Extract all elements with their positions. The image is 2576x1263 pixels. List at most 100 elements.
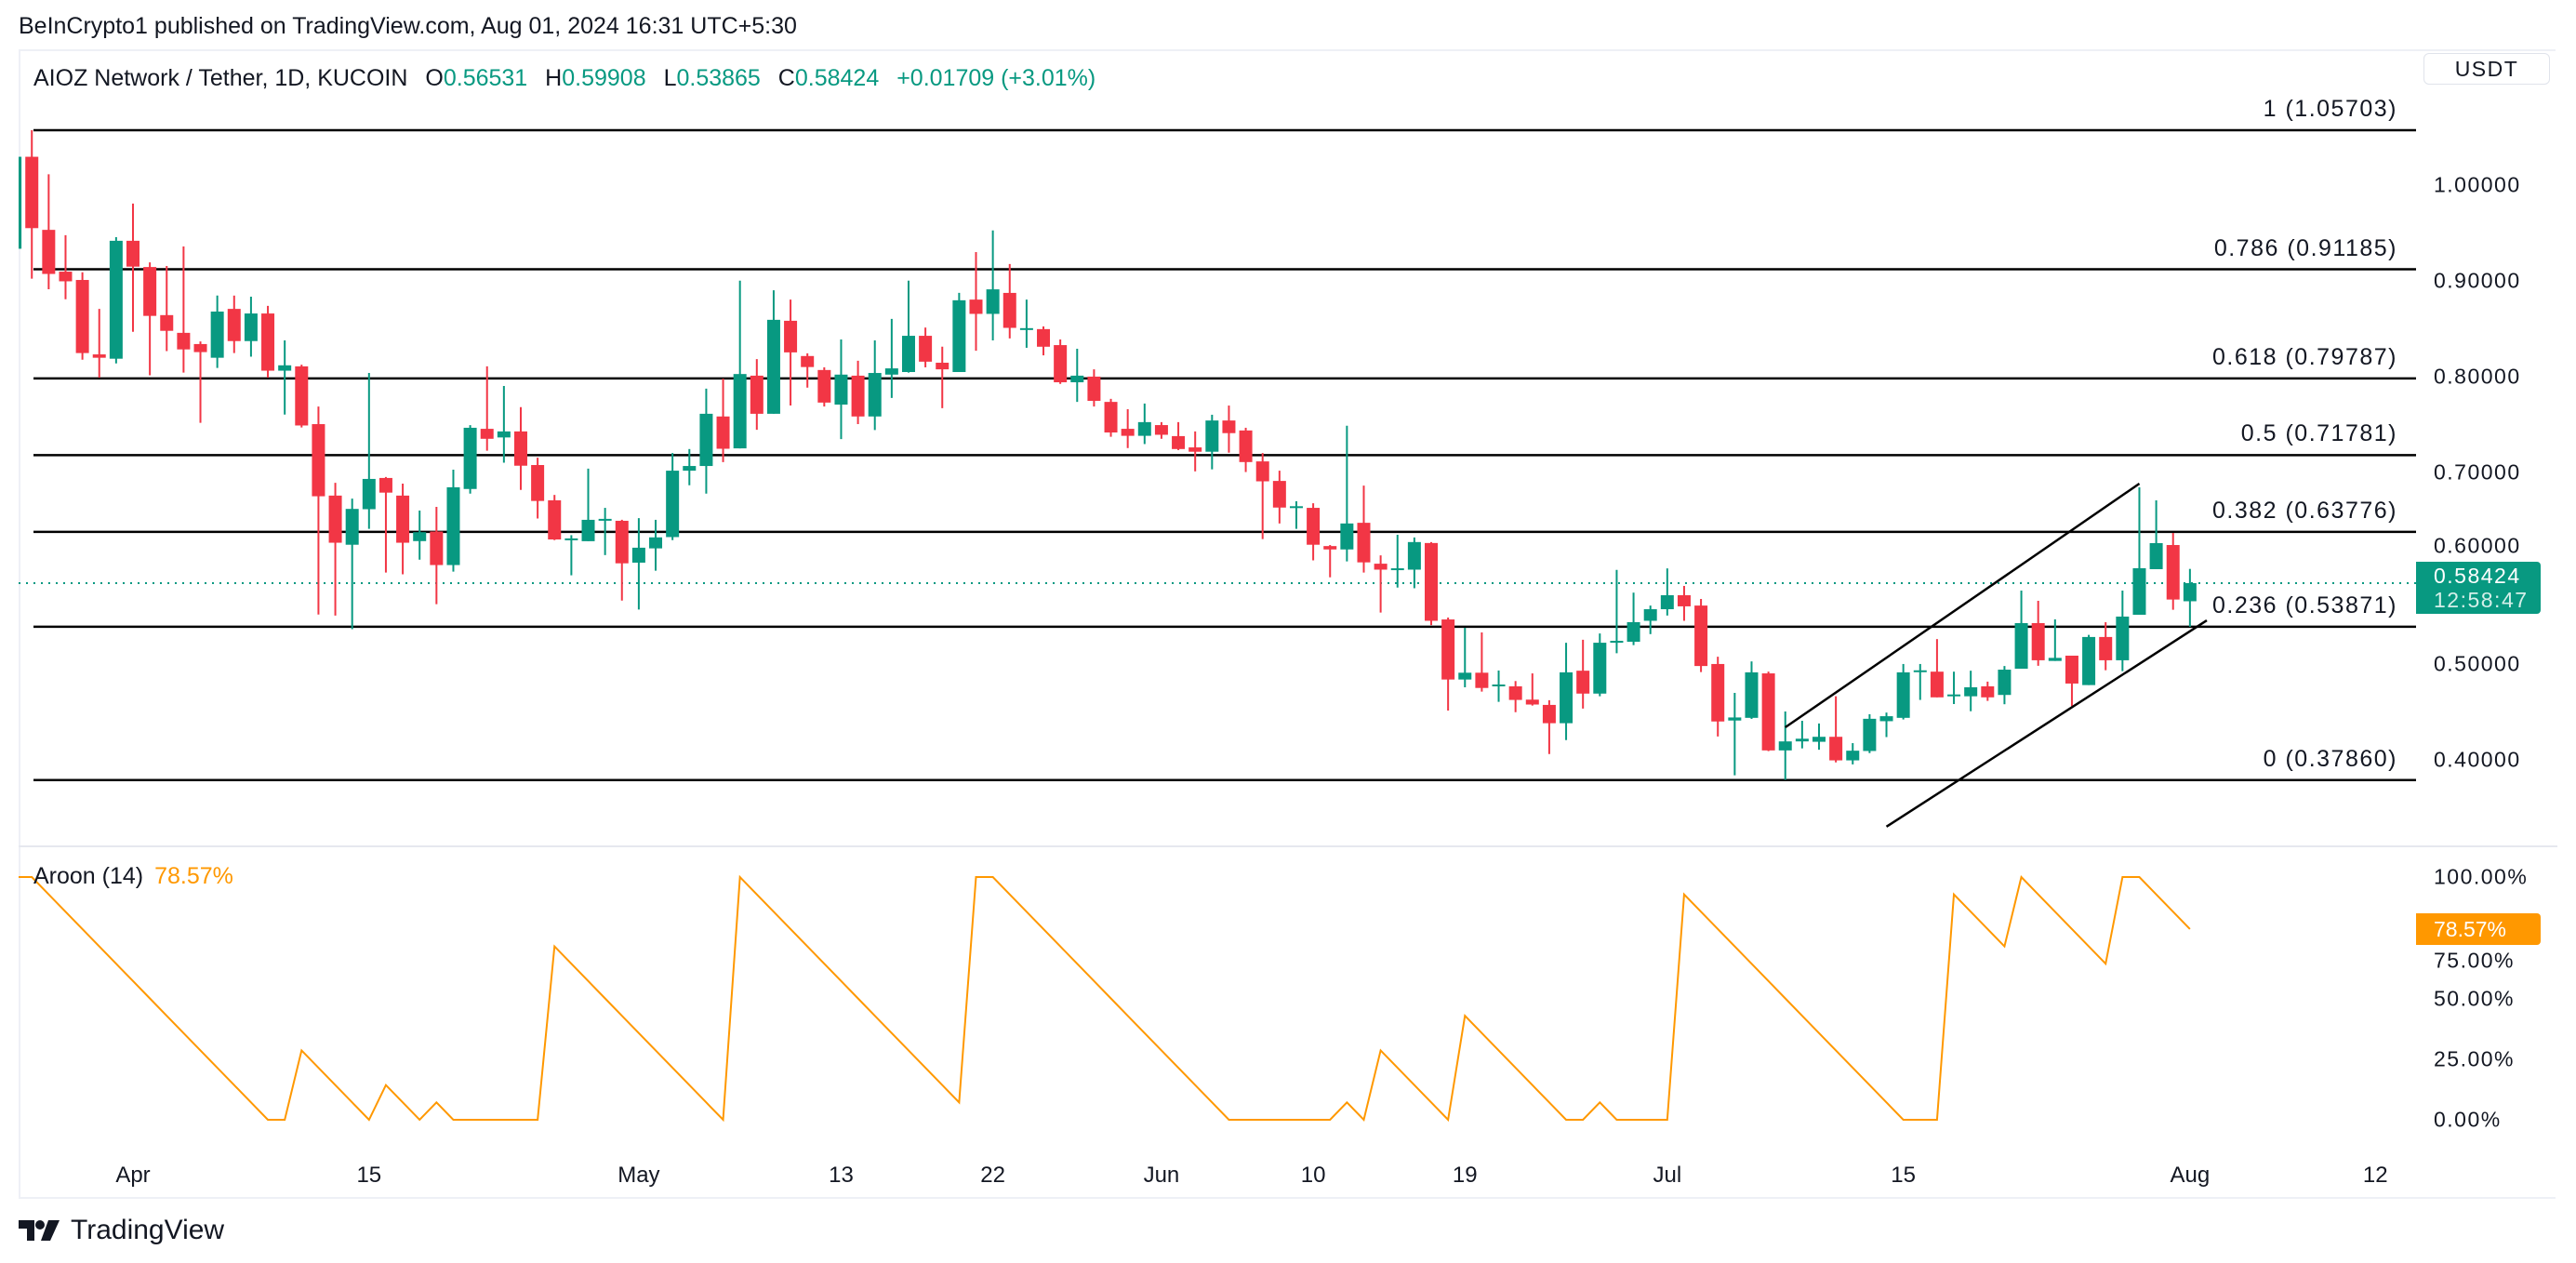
candle-up <box>1879 712 1893 738</box>
candle-up <box>1070 348 1084 403</box>
time-axis-tick: 19 <box>1452 1163 1478 1188</box>
candle-body <box>1795 738 1809 742</box>
candle-down <box>1374 555 1388 613</box>
candle-down <box>295 365 309 428</box>
candle-body <box>430 531 444 565</box>
candle-up <box>884 318 898 398</box>
price-axis-tick: 0.70000 <box>2434 459 2521 485</box>
price-axis-tick: 0.80000 <box>2434 364 2521 389</box>
symbol-title[interactable]: AIOZ Network / Tether, 1D, KUCOIN <box>33 65 408 91</box>
candle-body <box>312 424 325 497</box>
candle-down <box>1172 421 1186 450</box>
candle-body <box>1745 671 1759 718</box>
candle-up <box>1947 671 1961 705</box>
candle-up <box>2132 487 2146 616</box>
candle-up <box>19 156 22 249</box>
candle-body <box>817 369 831 403</box>
fib-level-label: 0.382 (0.63776) <box>2211 497 2397 524</box>
candle-body <box>59 272 73 282</box>
fib-retracement[interactable] <box>33 128 2416 782</box>
candle-up <box>1205 414 1219 470</box>
candle-up <box>2014 590 2028 669</box>
candle-body <box>1643 609 1657 621</box>
candle-up <box>210 295 224 368</box>
candle-up <box>1778 711 1792 780</box>
candle-up <box>683 448 697 485</box>
chart-frame <box>19 49 2556 1199</box>
candle-down <box>1357 485 1371 573</box>
candle-body <box>295 366 309 426</box>
close-key: C <box>777 65 795 91</box>
candle-body <box>868 373 882 417</box>
candle-down <box>1829 696 1843 763</box>
candle-body <box>1054 345 1068 383</box>
candle-body <box>1761 673 1775 751</box>
candle-body <box>2149 542 2163 569</box>
candle-body <box>1374 564 1388 570</box>
high-value: 0.59908 <box>562 65 646 91</box>
candle-body <box>1003 292 1016 328</box>
price-axis-tick: 0.90000 <box>2434 268 2521 293</box>
channel-lower-line <box>1885 619 2208 828</box>
candle-body <box>177 332 191 350</box>
trend-channel[interactable] <box>1785 482 2208 828</box>
candle-body <box>1087 376 1101 402</box>
candle-up <box>446 469 460 572</box>
candle-up <box>1137 403 1151 445</box>
time-axis-tick: 15 <box>356 1163 382 1188</box>
low-key: L <box>663 65 677 91</box>
candle-up <box>1289 500 1303 529</box>
candle-body <box>1205 420 1219 452</box>
tradingview-logo-icon <box>19 1220 60 1241</box>
currency-button[interactable]: USDT <box>2423 53 2550 85</box>
candle-body <box>1137 421 1151 436</box>
candle-body <box>1188 447 1202 452</box>
candle-body <box>480 429 494 439</box>
candle-down <box>513 406 527 490</box>
candle-down <box>1222 405 1236 453</box>
candle-down <box>1761 671 1775 751</box>
candle-body <box>2116 616 2130 660</box>
candle-down <box>396 483 410 575</box>
tradingview-logo[interactable]: TradingView <box>19 1215 224 1246</box>
fib-level-label: 0.618 (0.79787) <box>2211 343 2397 370</box>
candle-up <box>1998 666 2012 705</box>
candle-down <box>1188 431 1202 472</box>
candle-body <box>1425 542 1439 621</box>
candle-down <box>1677 586 1691 621</box>
candle-body <box>1728 717 1742 721</box>
candle-body <box>328 495 342 543</box>
candle-body <box>1711 663 1725 722</box>
pane-separator[interactable] <box>19 845 2557 847</box>
candle-body <box>278 365 292 371</box>
aroon-value: 78.57% <box>154 863 233 889</box>
candle-down <box>1475 632 1489 692</box>
candle-up <box>666 453 680 540</box>
candle-body <box>733 374 747 449</box>
candle-down <box>261 305 275 379</box>
candle-down <box>1054 339 1068 384</box>
open-value: 0.56531 <box>443 65 528 91</box>
candle-down <box>548 495 562 540</box>
candle-body <box>1289 506 1303 509</box>
candle-down <box>312 406 325 615</box>
candle-body <box>463 427 477 489</box>
candle-down <box>227 295 241 353</box>
candle-down <box>817 366 831 407</box>
candle-up <box>733 280 747 449</box>
candle-body <box>1037 328 1051 347</box>
aroon-title[interactable]: Aroon (14) <box>33 863 144 889</box>
aroon-value-badge: 78.57% <box>2416 913 2541 945</box>
candle-up <box>1627 592 1640 645</box>
candle-body <box>1121 429 1135 436</box>
candle-down <box>531 458 545 519</box>
candle-body <box>2014 622 2028 669</box>
candle-up <box>413 510 427 560</box>
time-axis-tick: 13 <box>829 1163 854 1188</box>
candle-body <box>126 240 139 267</box>
candle-down <box>1694 599 1708 672</box>
candle-body <box>581 519 595 541</box>
candle-down <box>969 252 983 352</box>
publish-info: BeInCrypto1 published on TradingView.com… <box>19 13 797 39</box>
